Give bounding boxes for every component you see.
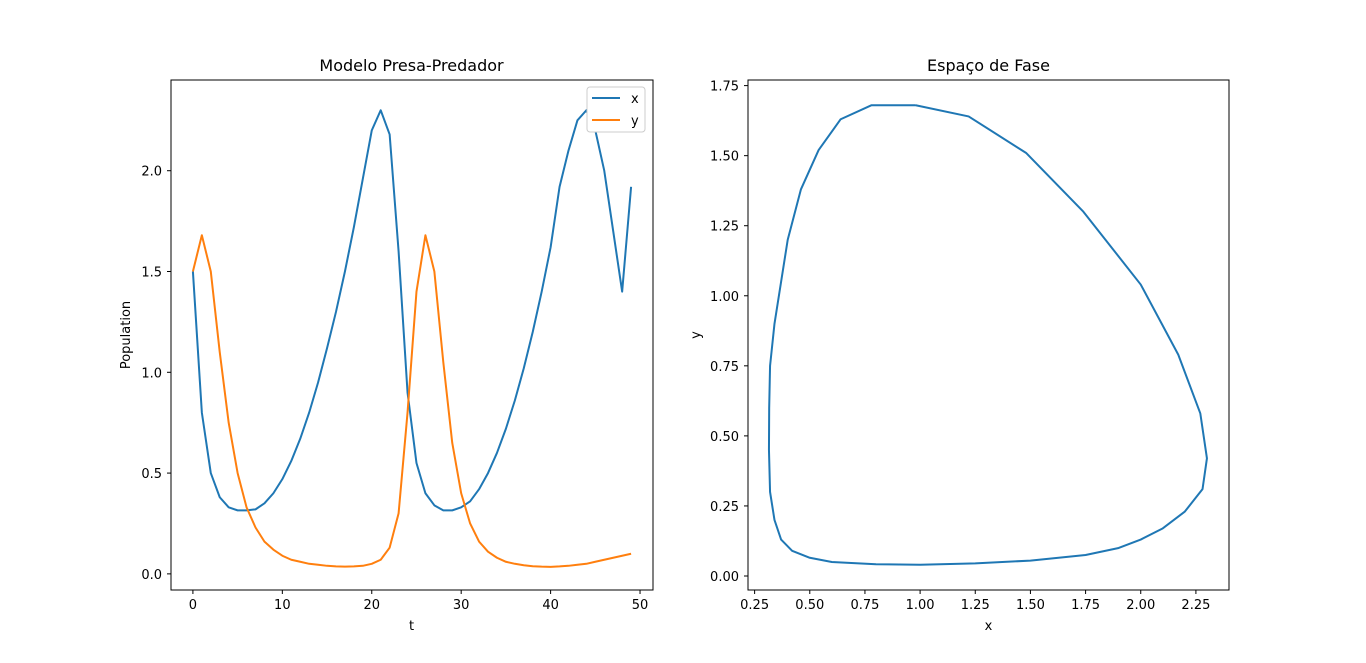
phase-space-x-tick-label: 0.50 [795, 598, 824, 613]
time-series-x-tick-label: 0 [189, 598, 197, 613]
phase-space-plot-area [767, 104, 1208, 566]
time-series-y-label: Population [119, 301, 134, 369]
phase-space-title: Espaço de Fase [927, 56, 1050, 75]
time-series-y-tick-label: 2.0 [141, 165, 162, 180]
phase-space-frame [747, 79, 1230, 591]
time-series-title: Modelo Presa-Predador [319, 56, 504, 75]
time-series-x-tick-label: 40 [542, 598, 559, 613]
time-series-y-tick-label: 1.0 [141, 366, 162, 381]
phase-space-x-tick-label: 1.00 [906, 598, 935, 613]
phase-space-y-ticks: 0.00 0.25 0.50 0.75 1.00 1.25 1.50 1.75 [710, 80, 748, 585]
phase-space-y-tick-label: 0.50 [710, 430, 739, 445]
time-series-x-ticks: 0 10 20 30 40 50 [189, 590, 649, 613]
phase-space-x-ticks: 0.25 0.50 0.75 1.00 1.25 1.50 1.75 2.00 2.25 [740, 590, 1210, 613]
phase-space-x-tick-label: 2.00 [1126, 598, 1155, 613]
phase-space-y-tick-label: 0.25 [710, 500, 739, 515]
phase-space-x-label: x [985, 619, 993, 634]
time-series-frame [170, 79, 654, 591]
time-series-series-x-line [191, 109, 633, 512]
phase-space-y-tick-label: 1.50 [710, 150, 739, 165]
phase-space-x-tick-label: 1.50 [1016, 598, 1045, 613]
legend-label-x: x [631, 92, 639, 107]
time-series-y-ticks: 0.0 0.5 1.0 1.5 2.0 [141, 165, 171, 583]
phase-space-trajectory-line [767, 104, 1208, 566]
phase-space-y-tick-label: 0.00 [710, 570, 739, 585]
time-series-x-tick-label: 10 [274, 598, 291, 613]
time-series-x-tick-label: 20 [363, 598, 380, 613]
phase-space-x-tick-label: 2.25 [1181, 598, 1210, 613]
phase-space-x-tick-label: 0.75 [850, 598, 879, 613]
time-series-plot-area [191, 109, 633, 568]
phase-space-x-tick-label: 1.25 [961, 598, 990, 613]
phase-space-y-tick-label: 1.75 [710, 80, 739, 95]
time-series-series-y-line [191, 234, 632, 568]
time-series-x-tick-label: 30 [453, 598, 470, 613]
time-series-x-tick-label: 50 [632, 598, 649, 613]
legend: x y [586, 86, 646, 133]
phase-space-y-tick-label: 1.00 [710, 290, 739, 305]
phase-space-y-label: y [689, 331, 704, 339]
time-series-y-tick-label: 0.5 [141, 467, 162, 482]
time-series-y-tick-label: 0.0 [141, 568, 162, 583]
time-series-x-label: t [409, 619, 414, 634]
phase-space-y-tick-label: 0.75 [710, 360, 739, 375]
phase-space-axes: Espaço de Fase 0.25 0.50 0.75 1.00 1.25 1.50 1… [689, 56, 1230, 634]
phase-space-x-tick-label: 0.25 [740, 598, 769, 613]
phase-space-x-tick-label: 1.75 [1071, 598, 1100, 613]
time-series-axes: Modelo Presa-Predador 0 10 20 30 40 50 0.0 0.5… [119, 56, 654, 634]
time-series-y-tick-label: 1.5 [141, 266, 162, 281]
legend-label-y: y [631, 114, 639, 129]
phase-space-y-tick-label: 1.25 [710, 220, 739, 235]
